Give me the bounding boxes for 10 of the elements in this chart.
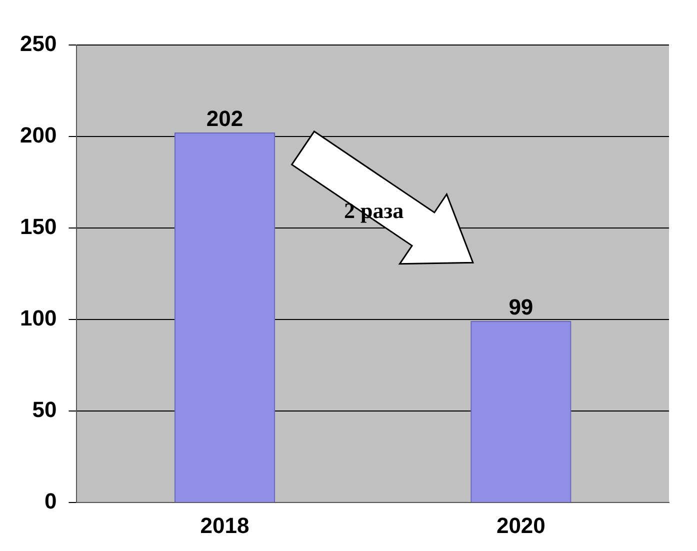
y-tick-label: 0 (44, 488, 57, 514)
y-tick-label: 250 (20, 31, 57, 56)
data-label: 99 (508, 294, 534, 320)
x-tick-label: 2018 (200, 512, 250, 538)
y-tick-label: 200 (20, 122, 57, 148)
y-tick-label: 100 (20, 306, 57, 331)
y-tick-label: 50 (32, 397, 57, 422)
data-label: 202 (206, 106, 244, 131)
y-tick-label: 150 (20, 214, 57, 240)
x-tick-label: 2020 (496, 512, 546, 538)
